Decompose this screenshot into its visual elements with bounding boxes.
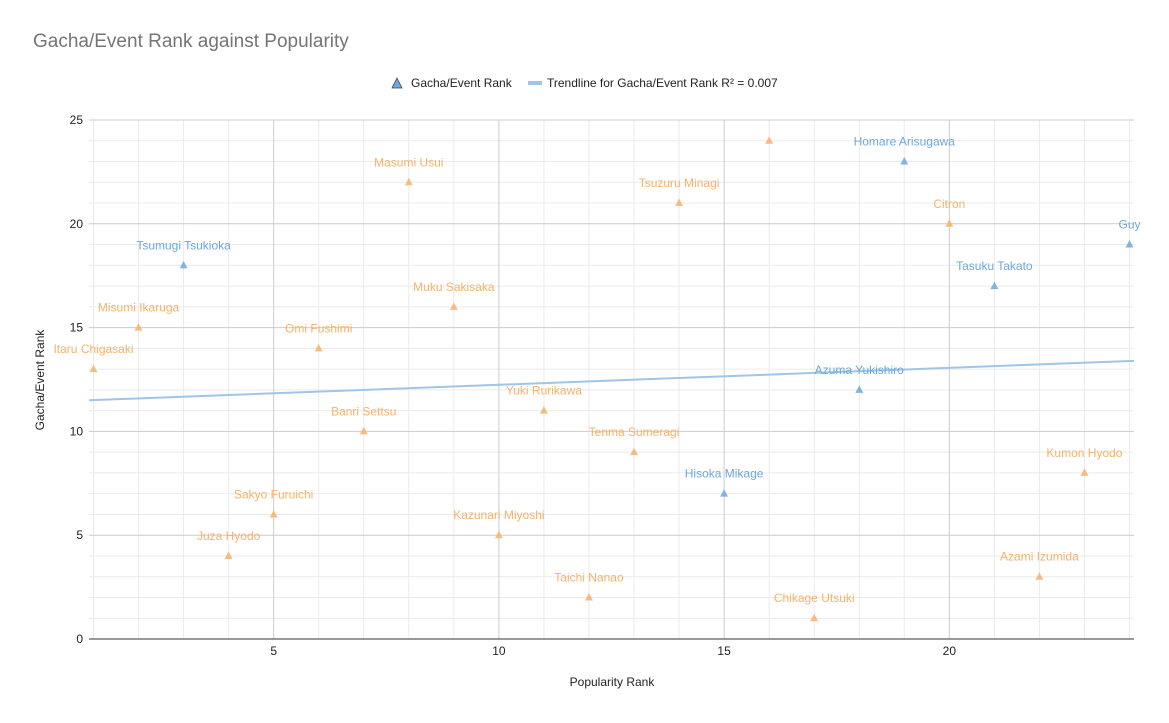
data-point xyxy=(1125,240,1134,248)
data-point xyxy=(179,260,188,269)
point-label: Kumon Hyodo xyxy=(1046,446,1122,460)
data-point xyxy=(675,198,684,207)
data-point xyxy=(584,592,593,601)
y-tick-label: 25 xyxy=(70,113,84,127)
point-label: Tsumugi Tsukioka xyxy=(136,238,231,252)
x-tick-label: 10 xyxy=(492,644,506,658)
point-label: Hisoka Mikage xyxy=(685,467,764,481)
data-point xyxy=(855,385,864,393)
point-label: Misumi Ikaruga xyxy=(98,301,180,315)
x-tick-label: 15 xyxy=(717,644,731,658)
data-point xyxy=(89,364,98,373)
data-point xyxy=(314,343,323,352)
data-point xyxy=(494,530,503,539)
trendline-swatch-icon xyxy=(528,81,542,85)
point-label: Juza Hyodo xyxy=(197,529,261,543)
trendline-group xyxy=(88,359,1135,402)
point-labels: Itaru Chigasaki Misumi Ikaruga Tsumugi Tsu… xyxy=(53,135,1140,606)
point-label: Yuki Rurikawa xyxy=(506,384,582,398)
data-point xyxy=(539,406,548,414)
point-label: Tsuzuru Minagi xyxy=(639,176,720,190)
y-tick-label: 20 xyxy=(70,217,84,231)
y-tick-label: 15 xyxy=(70,321,84,335)
point-label: Azami Izumida xyxy=(1000,550,1079,564)
data-point xyxy=(1035,572,1044,580)
y-tick-label: 5 xyxy=(76,528,83,542)
y-axis-title: Gacha/Event Rank xyxy=(33,329,47,431)
legend-label-trendline: Trendline for Gacha/Event Rank R² = 0.00… xyxy=(547,76,778,90)
point-label: Itaru Chigasaki xyxy=(53,342,133,356)
y-tick-label: 10 xyxy=(70,424,84,438)
trendline xyxy=(88,359,1135,402)
point-label: Citron xyxy=(933,197,965,211)
x-axis-title: Popularity Rank xyxy=(570,675,656,689)
point-label: Muku Sakisaka xyxy=(413,280,495,294)
point-label: Masumi Usui xyxy=(374,155,443,169)
chart-title: Gacha/Event Rank against Popularity xyxy=(33,31,349,52)
legend-item-series[interactable]: Gacha/Event Rank xyxy=(391,76,512,90)
point-label: Banri Settsu xyxy=(331,404,396,418)
tick-labels: 5 10 15 20 0 5 10 15 20 25 xyxy=(70,113,957,658)
data-point xyxy=(359,426,368,435)
data-point xyxy=(630,447,639,456)
data-point xyxy=(1080,468,1089,476)
data-point xyxy=(945,219,954,227)
data-points xyxy=(89,136,1134,622)
data-point xyxy=(720,489,729,497)
data-point xyxy=(990,281,999,290)
data-point xyxy=(404,177,413,186)
x-tick-label: 5 xyxy=(270,644,277,658)
data-point xyxy=(134,323,143,331)
legend-label-series: Gacha/Event Rank xyxy=(411,76,512,90)
data-point xyxy=(224,551,233,559)
grid xyxy=(89,119,1134,640)
legend: Gacha/Event Rank Trendline for Gacha/Eve… xyxy=(0,76,1169,92)
data-point xyxy=(449,302,458,310)
data-point xyxy=(900,157,909,165)
data-point xyxy=(765,136,774,144)
point-label: Tasuku Takato xyxy=(956,259,1033,273)
point-label: Guy xyxy=(1118,218,1140,232)
point-label: Tenma Sumeragi xyxy=(589,425,680,439)
data-point xyxy=(810,613,819,622)
point-label: Azuma Yukishiro xyxy=(815,363,904,377)
legend-item-trendline[interactable]: Trendline for Gacha/Event Rank R² = 0.00… xyxy=(528,76,778,90)
point-label: Sakyo Furuichi xyxy=(234,487,313,501)
y-tick-label: 0 xyxy=(76,632,83,646)
triangle-marker-icon xyxy=(391,77,403,89)
point-label: Chikage Utsuki xyxy=(774,591,855,605)
point-label: Homare Arisugawa xyxy=(854,135,956,149)
data-point xyxy=(269,509,278,518)
point-label: Omi Fushimi xyxy=(285,321,352,335)
point-label: Kazunari Miyoshi xyxy=(453,508,544,522)
point-label: Taichi Nanao xyxy=(554,570,624,584)
x-tick-label: 20 xyxy=(943,644,957,658)
